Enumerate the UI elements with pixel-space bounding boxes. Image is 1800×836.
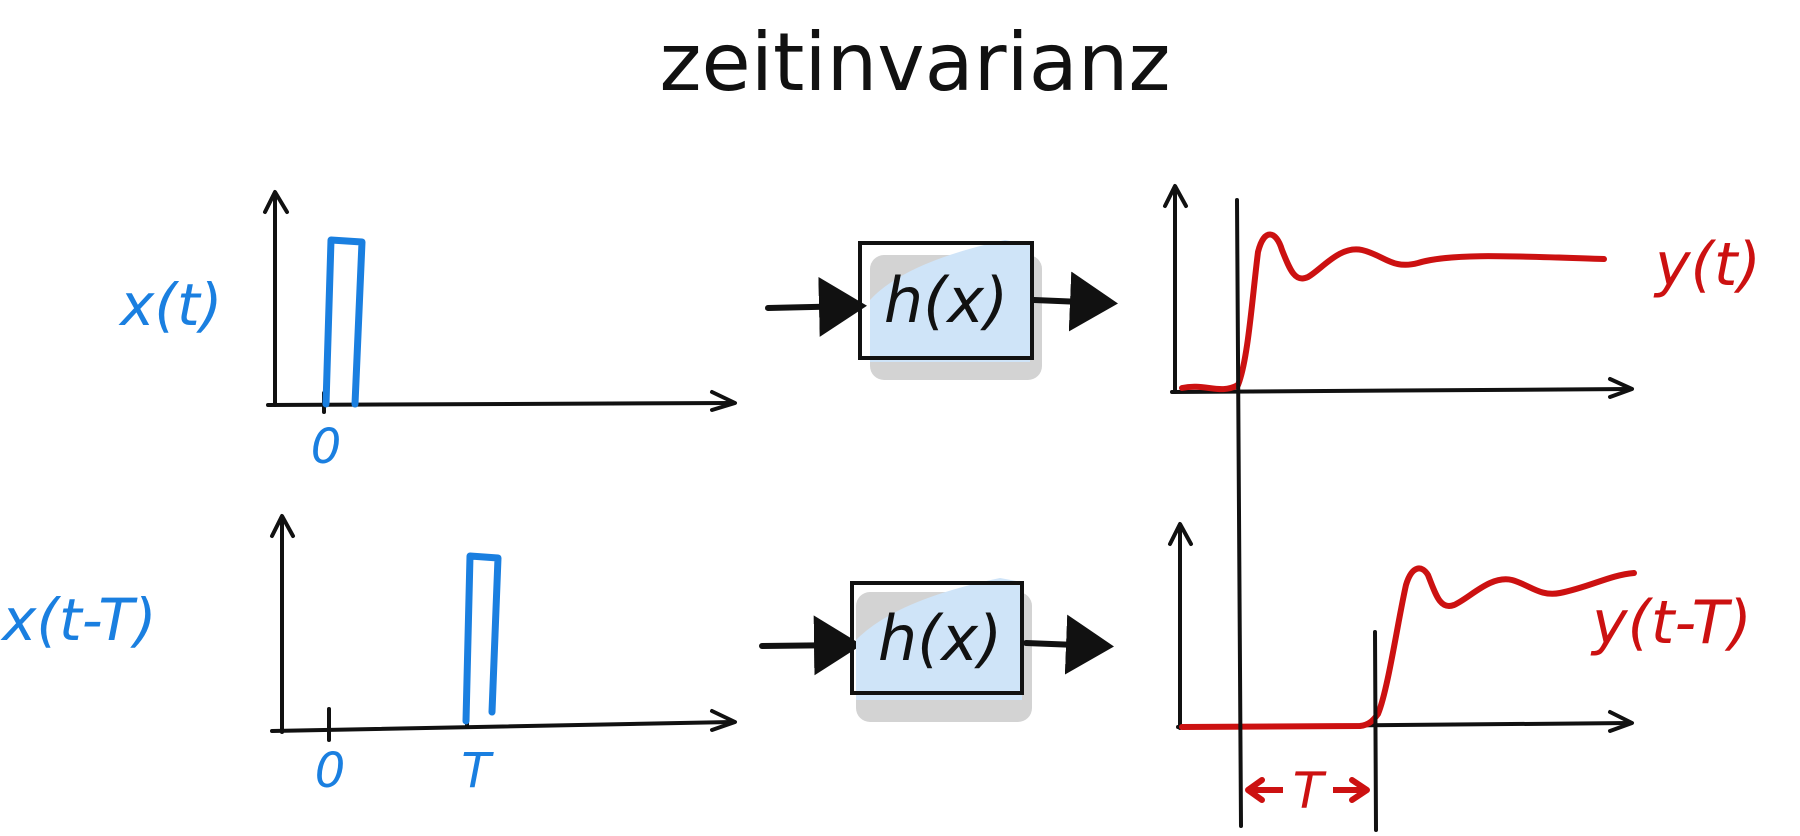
row-1-input-label: x(t): [118, 271, 222, 339]
row-1-output-arrow: [1031, 271, 1118, 332]
diagram-title: zeitinvarianz: [660, 16, 1171, 109]
row-2-input-axes: [270, 514, 737, 742]
row-2-system-box: [850, 578, 1032, 722]
row-2-input-pulse: [462, 552, 502, 725]
row-2-output-label: y(t-T): [1590, 588, 1752, 658]
row-1: x(t) 0 h(x) y(t): [118, 184, 1761, 475]
row-1-system-box: [858, 240, 1042, 380]
shift-label: T: [1293, 762, 1327, 820]
row-1-input-tick-0: 0: [311, 419, 342, 475]
row-2-input-label: x(t-T): [0, 586, 156, 654]
row-2-input-arrow: [759, 615, 862, 676]
row-1-input-pulse: [322, 236, 366, 408]
row-1-output-label: y(t): [1653, 230, 1761, 300]
row-2-input-tick-0: 0: [315, 743, 346, 799]
row-1-system-label: h(x): [884, 264, 1008, 337]
shift-line-start: [1235, 198, 1243, 828]
row-2-input-tick-1: T: [461, 743, 494, 799]
time-shift-markers: T: [1235, 198, 1378, 832]
row-1-output-axes: [1163, 184, 1634, 399]
row-1-output-response: [1179, 231, 1607, 393]
row-1-input-axes: [263, 190, 737, 414]
row-2-system-label: h(x): [878, 602, 1002, 675]
row-2-output-response: [1179, 565, 1637, 730]
row-2: x(t-T) 0 T h(x) y(t-T): [0, 514, 1752, 799]
shift-line-end: [1373, 630, 1378, 832]
row-2-output-arrow: [1023, 614, 1114, 675]
row-1-input-arrow: [765, 276, 867, 337]
